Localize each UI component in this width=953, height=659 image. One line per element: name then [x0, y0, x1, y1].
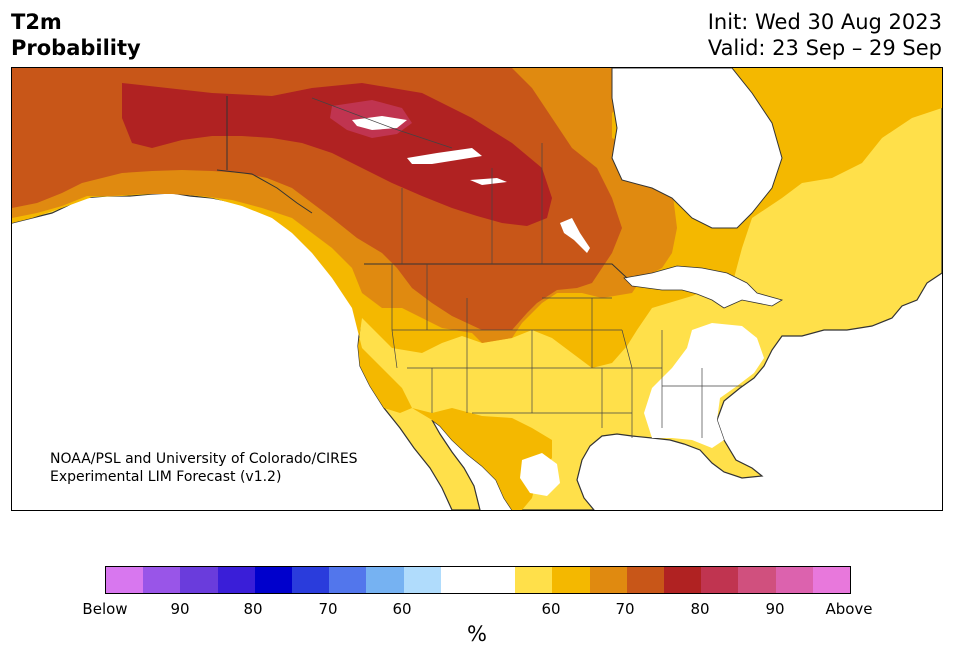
- colorbar-cell: [664, 567, 702, 593]
- data-credit: NOAA/PSL and University of Colorado/CIRE…: [50, 450, 358, 486]
- colorbar-cell: [812, 567, 851, 593]
- colorbar-tick-label: 70: [615, 600, 635, 618]
- normal-southeast-region: [644, 323, 764, 448]
- colorbar-tick-label: 80: [690, 600, 710, 618]
- colorbar-unit: %: [467, 622, 487, 646]
- title-variable: T2m: [11, 10, 62, 34]
- colorbar-cell: [254, 567, 293, 593]
- colorbar-cell: [292, 567, 330, 593]
- colorbar-tick-label: Above: [825, 600, 873, 618]
- forecast-dates: Init: Wed 30 Aug 2023 Valid: 23 Sep – 29…: [708, 9, 942, 61]
- great-slave-lake: [407, 148, 482, 164]
- colorbar-tick-label: 90: [170, 600, 190, 618]
- hudson-bay: [611, 68, 783, 229]
- colorbar-cell: [626, 567, 665, 593]
- credit-line-2: Experimental LIM Forecast (v1.2): [50, 469, 282, 485]
- colorbar-tick-label: 60: [392, 600, 412, 618]
- colorbar-cell: [329, 567, 367, 593]
- colorbar-cell: [440, 567, 479, 593]
- state-borders: [311, 97, 742, 438]
- colorbar-tick-label: Below: [82, 600, 128, 618]
- colorbar-cell: [478, 567, 516, 593]
- probability-colorbar: [105, 566, 851, 594]
- us-canada-border: [216, 96, 628, 279]
- colorbar-cell: [180, 567, 218, 593]
- colorbar-cell: [775, 567, 813, 593]
- colorbar-cell: [701, 567, 739, 593]
- colorbar-cell: [589, 567, 627, 593]
- lake-winnipeg: [560, 218, 590, 253]
- great-lakes: [623, 265, 784, 309]
- colorbar-cell: [403, 567, 441, 593]
- colorbar-tick-label: 60: [541, 600, 561, 618]
- prob-80-region: [122, 83, 552, 226]
- credit-line-1: NOAA/PSL and University of Colorado/CIRE…: [50, 451, 358, 467]
- init-date: Init: Wed 30 Aug 2023: [707, 10, 942, 34]
- colorbar-cell: [738, 567, 776, 593]
- map-canvas: [12, 68, 942, 510]
- forecast-map: NOAA/PSL and University of Colorado/CIRE…: [11, 67, 943, 511]
- colorbar-cell: [366, 567, 404, 593]
- valid-range: Valid: 23 Sep – 29 Sep: [707, 36, 942, 60]
- colorbar-tick-label: 90: [765, 600, 785, 618]
- normal-gulf-region: [520, 453, 560, 496]
- colorbar-tick-label: 70: [318, 600, 338, 618]
- colorbar-cell: [106, 567, 144, 593]
- colorbar-tick-label: 80: [243, 600, 263, 618]
- colorbar-cell: [552, 567, 590, 593]
- map-title: T2m Probability: [11, 9, 141, 61]
- colorbar-cell: [515, 567, 553, 593]
- lake-athabasca: [470, 178, 507, 185]
- colorbar-cell: [143, 567, 181, 593]
- colorbar-cell: [217, 567, 255, 593]
- title-type: Probability: [11, 36, 141, 60]
